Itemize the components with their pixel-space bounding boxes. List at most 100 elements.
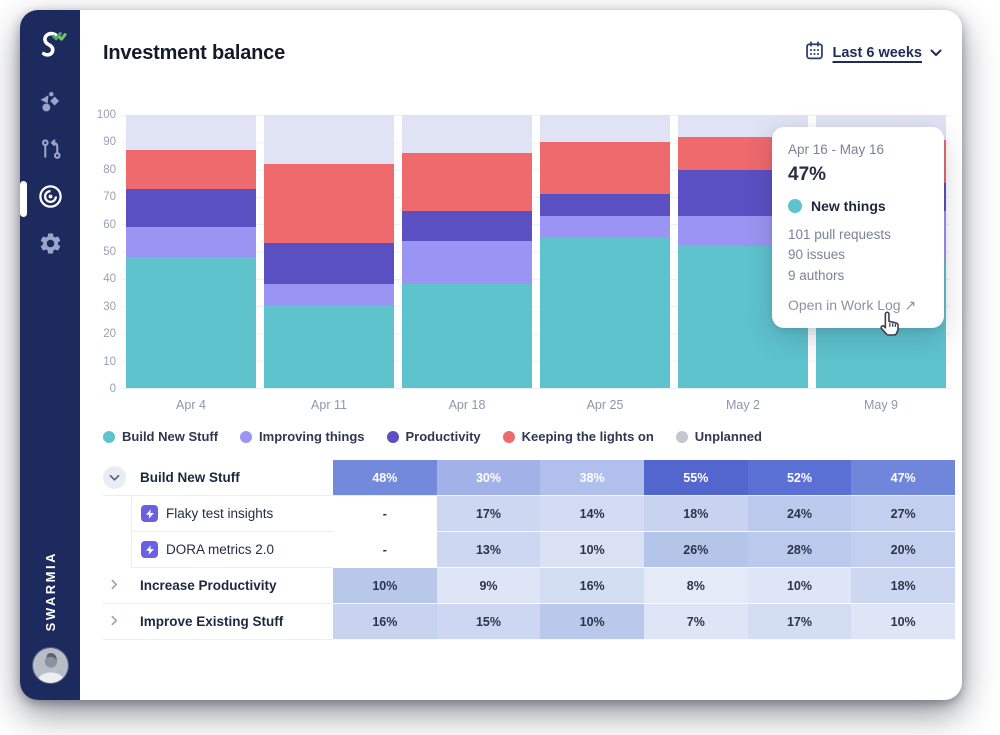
table-cell-flaky-test-insights-week4[interactable]: 18% bbox=[643, 496, 748, 532]
row-label-increase-productivity[interactable]: Increase Productivity bbox=[103, 568, 333, 604]
row-label-dora-metrics-2-0[interactable]: DORA metrics 2.0 bbox=[131, 532, 333, 568]
table-cell-improve-existing-stuff-week3[interactable]: 10% bbox=[540, 604, 644, 640]
table-cell-increase-productivity-week5[interactable]: 10% bbox=[747, 568, 852, 604]
bar-segment-keeping-the-lights-on[interactable] bbox=[540, 142, 670, 195]
row-label-flaky-test-insights[interactable]: Flaky test insights bbox=[131, 496, 333, 532]
table-cell-increase-productivity-week4[interactable]: 8% bbox=[643, 568, 748, 604]
header: Investment balance Last 6 weeks bbox=[80, 10, 962, 66]
table-cell-increase-productivity-week2[interactable]: 9% bbox=[436, 568, 541, 604]
bar-segment-improving-things[interactable] bbox=[264, 284, 394, 307]
row-label-text: Flaky test insights bbox=[166, 506, 274, 521]
table-cell-dora-metrics-2-0-week5[interactable]: 28% bbox=[747, 532, 852, 568]
table-cell-increase-productivity-week3[interactable]: 16% bbox=[540, 568, 644, 604]
bar-segment-keeping-the-lights-on[interactable] bbox=[126, 150, 256, 189]
legend-item-unplanned[interactable]: Unplanned bbox=[675, 429, 762, 444]
y-tick-label: 50 bbox=[103, 246, 116, 258]
sidebar-item-pull-requests[interactable] bbox=[35, 137, 65, 167]
chart-tooltip: Apr 16 - May 16 47% New things 101 pull … bbox=[772, 127, 944, 328]
tooltip-stat-issues: 90 issues bbox=[788, 247, 846, 263]
collapse-row-button[interactable] bbox=[103, 466, 126, 489]
table-cell-build-new-stuff-week2[interactable]: 30% bbox=[436, 460, 541, 496]
expand-row-button[interactable] bbox=[103, 577, 126, 595]
table-cell-improve-existing-stuff-week2[interactable]: 15% bbox=[436, 604, 541, 640]
bar-segment-improving-things[interactable] bbox=[126, 226, 256, 257]
bar-segment-keeping-the-lights-on[interactable] bbox=[264, 164, 394, 244]
bar-segment-build-new-stuff[interactable] bbox=[264, 306, 394, 388]
stacked-bar bbox=[126, 115, 256, 388]
table-cell-flaky-test-insights-week2[interactable]: 17% bbox=[436, 496, 541, 532]
table-cell-build-new-stuff-week1[interactable]: 48% bbox=[333, 460, 437, 496]
legend-dot-icon bbox=[240, 430, 253, 443]
bolt-icon bbox=[141, 541, 158, 558]
row-label-text: Build New Stuff bbox=[140, 470, 240, 485]
legend-dot-icon bbox=[386, 430, 399, 443]
bar-segment-productivity[interactable] bbox=[540, 194, 670, 216]
bar-segment-unplanned[interactable] bbox=[402, 115, 532, 154]
bar-segment-build-new-stuff[interactable] bbox=[540, 237, 670, 388]
y-tick-label: 100 bbox=[96, 109, 116, 121]
bar-segment-productivity[interactable] bbox=[402, 210, 532, 241]
y-axis: 0 10 20 30 40 50 60 70 80 90 100 bbox=[80, 109, 116, 395]
table-cell-flaky-test-insights-week1[interactable]: - bbox=[333, 496, 437, 532]
bar-column-apr-18[interactable] bbox=[398, 115, 536, 388]
table-cell-flaky-test-insights-week5[interactable]: 24% bbox=[747, 496, 852, 532]
bar-segment-improving-things[interactable] bbox=[540, 215, 670, 238]
sidebar-item-investment-balance[interactable] bbox=[20, 181, 65, 217]
table-cell-dora-metrics-2-0-week1[interactable]: - bbox=[333, 532, 437, 568]
expand-row-button[interactable] bbox=[103, 613, 126, 631]
row-label-build-new-stuff[interactable]: Build New Stuff bbox=[103, 460, 333, 496]
table-cell-improve-existing-stuff-week6[interactable]: 10% bbox=[851, 604, 955, 640]
app-window: SWARMIA Investment balance bbox=[20, 10, 962, 700]
table-cell-build-new-stuff-week4[interactable]: 55% bbox=[643, 460, 748, 496]
open-in-work-log-link[interactable]: Open in Work Log ↗ bbox=[788, 296, 917, 313]
table-cell-improve-existing-stuff-week1[interactable]: 16% bbox=[333, 604, 437, 640]
series-dot-icon bbox=[788, 199, 802, 213]
legend-item-keeping-the-lights-on[interactable]: Keeping the lights on bbox=[502, 429, 654, 444]
x-axis-labels: Apr 4 Apr 11 Apr 18 Apr 25 May 2 May 9 bbox=[122, 398, 950, 412]
table-cell-dora-metrics-2-0-week2[interactable]: 13% bbox=[436, 532, 541, 568]
bar-column-apr-4[interactable] bbox=[122, 115, 260, 388]
target-icon bbox=[37, 183, 64, 215]
legend-item-improving-things[interactable]: Improving things bbox=[240, 429, 365, 444]
legend-dot-icon bbox=[675, 430, 688, 443]
date-range-button[interactable]: Last 6 weeks bbox=[804, 40, 942, 66]
bar-segment-unplanned[interactable] bbox=[126, 115, 256, 151]
table-row-build-new-stuff: Build New Stuff 48% 30% 38% 55% 52% 47% bbox=[103, 460, 955, 496]
stacked-bar bbox=[540, 115, 670, 388]
legend-item-build-new-stuff[interactable]: Build New Stuff bbox=[103, 429, 218, 444]
bar-segment-build-new-stuff[interactable] bbox=[126, 256, 256, 388]
date-range-label: Last 6 weeks bbox=[832, 45, 922, 61]
bar-segment-unplanned[interactable] bbox=[540, 115, 670, 143]
table-cell-flaky-test-insights-week6[interactable]: 27% bbox=[851, 496, 955, 532]
bar-segment-improving-things[interactable] bbox=[402, 240, 532, 285]
chevron-down-icon bbox=[109, 469, 120, 487]
legend-item-productivity[interactable]: Productivity bbox=[386, 429, 481, 444]
bar-segment-unplanned[interactable] bbox=[264, 115, 394, 165]
row-label-improve-existing-stuff[interactable]: Improve Existing Stuff bbox=[103, 604, 333, 640]
bar-segment-build-new-stuff[interactable] bbox=[402, 284, 532, 388]
table-cell-flaky-test-insights-week3[interactable]: 14% bbox=[540, 496, 644, 532]
table-cell-increase-productivity-week6[interactable]: 18% bbox=[851, 568, 955, 604]
bar-column-apr-25[interactable] bbox=[536, 115, 674, 388]
user-avatar[interactable] bbox=[31, 647, 69, 684]
table-cell-improve-existing-stuff-week4[interactable]: 7% bbox=[643, 604, 748, 640]
x-tick-label: Apr 25 bbox=[586, 398, 624, 412]
table-cell-dora-metrics-2-0-week4[interactable]: 26% bbox=[643, 532, 748, 568]
table-cell-dora-metrics-2-0-week6[interactable]: 20% bbox=[851, 532, 955, 568]
table-cell-dora-metrics-2-0-week3[interactable]: 10% bbox=[540, 532, 644, 568]
swarmia-logo-icon[interactable] bbox=[29, 26, 71, 68]
bar-segment-productivity[interactable] bbox=[264, 243, 394, 285]
table-row-flaky-test-insights: Flaky test insights -17% 14% 18% 24% 27% bbox=[103, 496, 955, 532]
table-cell-build-new-stuff-week5[interactable]: 52% bbox=[747, 460, 852, 496]
table-cell-increase-productivity-week1[interactable]: 10% bbox=[333, 568, 437, 604]
table-cell-build-new-stuff-week3[interactable]: 38% bbox=[540, 460, 644, 496]
bar-column-apr-11[interactable] bbox=[260, 115, 398, 388]
bar-segment-keeping-the-lights-on[interactable] bbox=[402, 153, 532, 211]
table-cell-improve-existing-stuff-week5[interactable]: 17% bbox=[747, 604, 852, 640]
sidebar-item-overview[interactable] bbox=[35, 90, 65, 120]
y-tick-label: 70 bbox=[103, 191, 116, 204]
legend-label: Build New Stuff bbox=[122, 429, 219, 444]
table-cell-build-new-stuff-week6[interactable]: 47% bbox=[851, 460, 955, 496]
sidebar-item-settings[interactable] bbox=[35, 231, 65, 261]
bar-segment-productivity[interactable] bbox=[126, 188, 256, 227]
